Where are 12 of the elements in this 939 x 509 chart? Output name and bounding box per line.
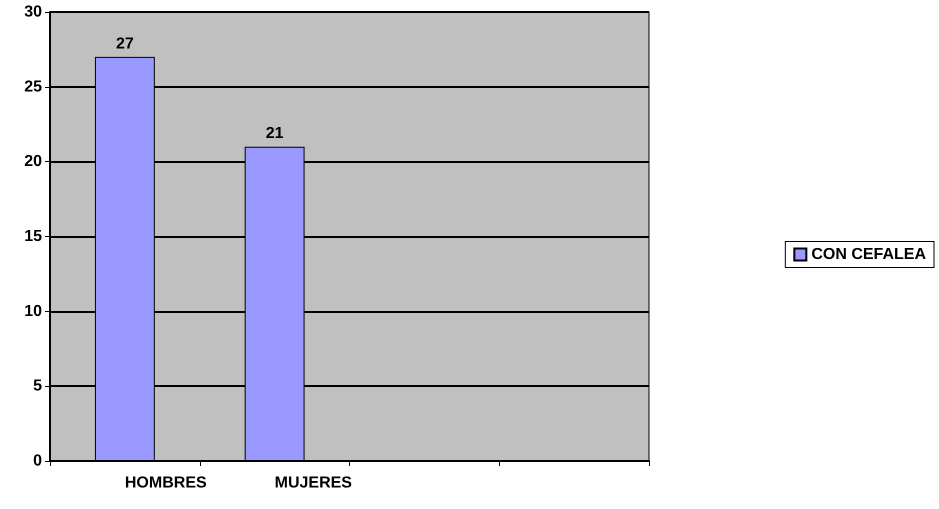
x-tick-label: MUJERES	[274, 474, 352, 492]
y-tick-label: 30	[24, 4, 42, 20]
y-tick-label: 20	[24, 153, 42, 170]
y-tick-label: 0	[33, 452, 42, 470]
y-tick-label: 5	[33, 378, 42, 395]
x-tick-label: HOMBRES	[124, 474, 207, 492]
y-tick-label: 15	[24, 228, 42, 245]
data-label: 27	[116, 35, 134, 52]
legend-label: CON CEFALEA	[811, 246, 926, 263]
data-label: 21	[266, 125, 284, 142]
y-tick-label: 25	[24, 78, 42, 96]
y-tick-label: 10	[24, 302, 42, 320]
